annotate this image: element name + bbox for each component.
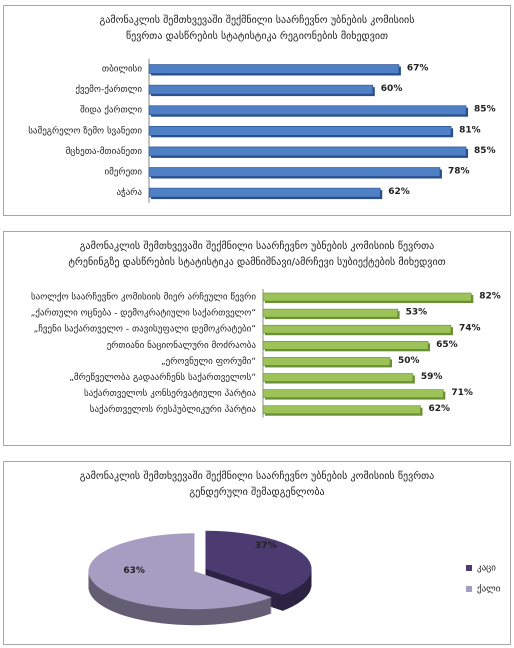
value-label: 85% — [474, 146, 496, 156]
value-label: 53% — [406, 308, 428, 318]
pie-slice — [88, 533, 272, 610]
pie-slice — [205, 530, 312, 595]
value-label: 82% — [479, 292, 501, 302]
bar — [148, 146, 467, 157]
value-label: 71% — [451, 388, 473, 398]
panel: გამონაკლის შემთხვევაში შექმნილი საარჩევნ… — [3, 461, 511, 645]
category-label: საქართველოს კონსერვატიული პარტია — [84, 388, 256, 399]
chart-title: გამონაკლის შემთხვევაში შექმნილი საარჩევნ… — [68, 241, 446, 268]
bar — [148, 187, 381, 198]
category-label: თბილისი — [102, 64, 142, 75]
category-label: „მრეწველობა გადაარჩენს საქართველოს“ — [69, 372, 256, 383]
bar — [148, 84, 374, 95]
category-label: ერთიანი ნაციონალური მოძრაობა — [107, 340, 257, 351]
bar — [262, 373, 414, 382]
chart-title: გამონაკლის შემთხვევაში შექმნილი საარჩევნ… — [79, 471, 435, 498]
category-label: იმერეთი — [104, 167, 142, 178]
value-label: 85% — [474, 105, 496, 115]
chart: თბილისი 67% ქვემო-ქართლი 60% შიდა ქართლი 85% ს… — [28, 58, 496, 203]
panel: გამონაკლის შემთხვევაში შექმნილი საარჩევნ… — [3, 231, 511, 446]
value-label: 78% — [448, 167, 470, 177]
legend-label: ქალი — [477, 584, 501, 595]
bar — [262, 405, 421, 414]
category-label: მცხეთა-მთიანეთი — [66, 146, 143, 157]
legend-label: კაცი — [477, 564, 496, 574]
value-label: 62% — [388, 187, 410, 197]
category-label: საქართველოს რესპუბლიკური პარტია — [90, 404, 257, 415]
category-label: „ეროვნული ფორუმი“ — [161, 356, 256, 367]
bar — [262, 389, 444, 398]
legend-swatch — [466, 586, 472, 592]
category-label: აჭარა — [116, 187, 142, 198]
value-label: 67% — [407, 64, 429, 74]
category-label: შიდა ქართლი — [80, 105, 142, 116]
bar — [262, 357, 391, 366]
bar — [148, 105, 467, 115]
category-label: ქვემო-ქართლი — [75, 84, 142, 95]
chart: საოლქო საარჩევნო კომისიის მიერ არჩეული წ… — [31, 288, 501, 418]
bar — [262, 292, 472, 302]
chart-title: გამონაკლის შემთხვევაში შექმნილი საარჩევნ… — [99, 15, 415, 42]
bar — [148, 126, 452, 136]
bar — [262, 324, 452, 334]
value-label: 60% — [381, 84, 403, 94]
value-label: 65% — [436, 340, 458, 350]
value-label: 37% — [255, 541, 277, 551]
bar — [262, 341, 429, 350]
value-label: 63% — [123, 566, 145, 576]
bar — [148, 64, 400, 74]
category-label: „ქართული ოცნება - დემოკრატიული საქართველ… — [31, 308, 256, 319]
category-label: „ჩვენი საქართველო - თავისუფალი დემოკრატე… — [34, 324, 256, 335]
value-label: 74% — [459, 324, 481, 334]
category-label: საოლქო საარჩევნო კომისიის მიერ არჩეული წ… — [31, 292, 256, 303]
legend-swatch — [466, 565, 472, 571]
bar — [262, 308, 398, 318]
value-label: 59% — [421, 372, 443, 382]
category-label: სამეგრელო ზემო სვანეთი — [28, 125, 142, 136]
value-label: 81% — [459, 125, 481, 135]
value-label: 50% — [398, 356, 420, 366]
chart: 37% 63% კაცი ქალი — [88, 530, 501, 626]
bar — [148, 167, 441, 177]
panel: გამონაკლის შემთხვევაში შექმნილი საარჩევნ… — [3, 5, 511, 216]
value-label: 62% — [428, 404, 450, 414]
